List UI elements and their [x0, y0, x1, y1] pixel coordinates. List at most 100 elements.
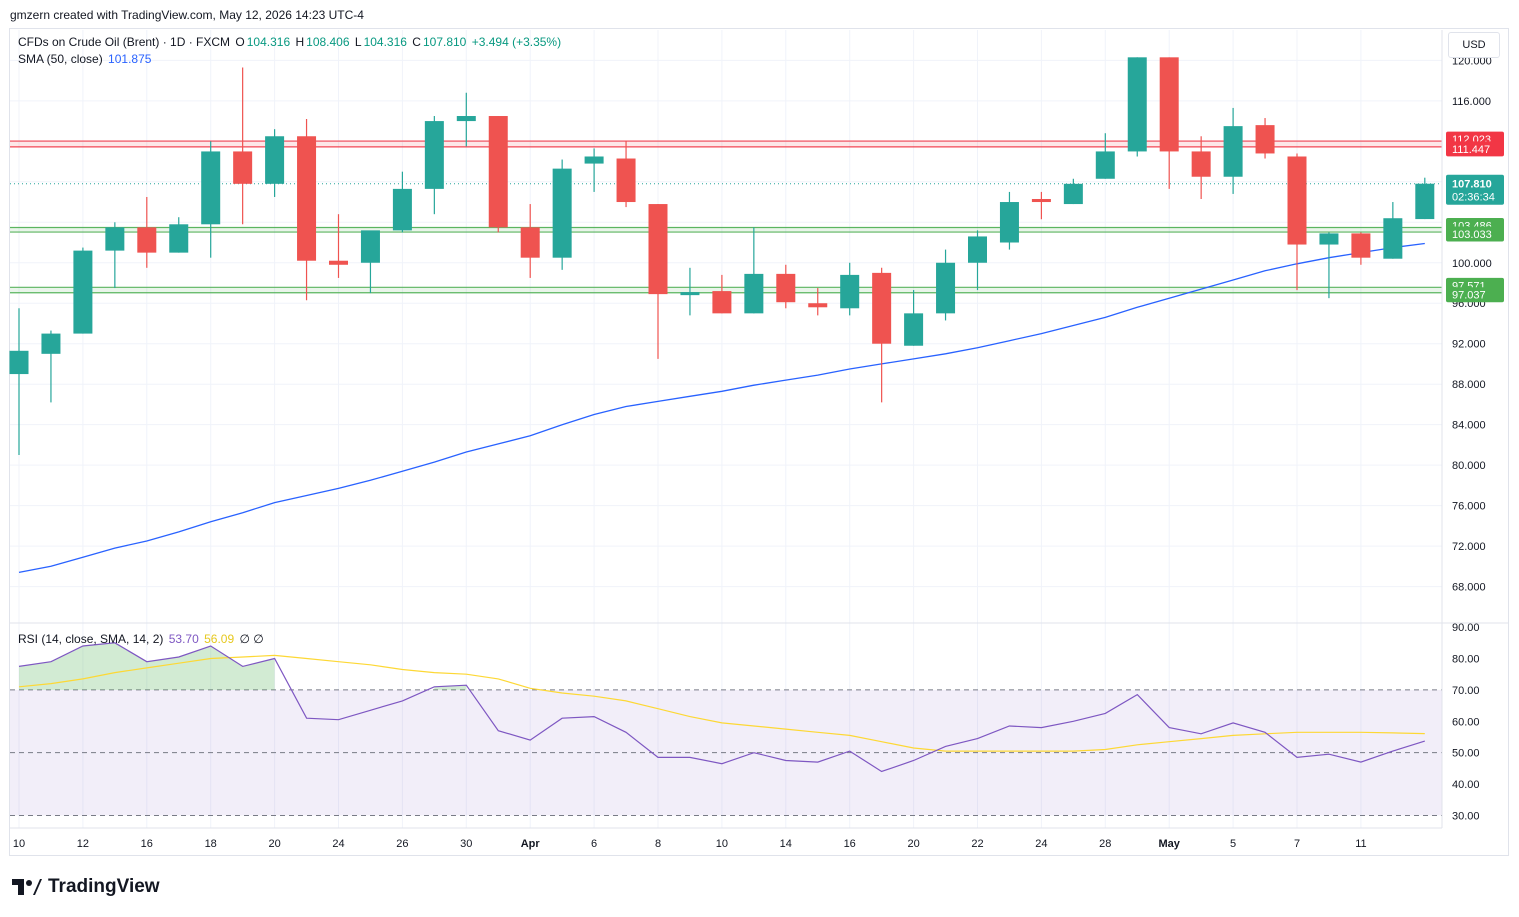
candle-up [1223, 107, 1243, 194]
time-tick-label: 16 [141, 838, 153, 850]
candle-up [392, 171, 412, 233]
candle-up [999, 191, 1019, 250]
candle-body [648, 204, 668, 295]
candle-down [329, 214, 348, 278]
high-value: 108.406 [306, 35, 350, 49]
time-tick-label: May [1158, 838, 1180, 850]
sma-line [18, 242, 1425, 574]
candle-down [1255, 118, 1275, 159]
last-price-tag: 107.810 [1452, 179, 1492, 191]
candle-body [9, 350, 29, 375]
candle-body [329, 260, 348, 265]
time-tick-label: 10 [716, 838, 728, 850]
candle-body [41, 333, 61, 354]
candle-down [1351, 232, 1371, 265]
rsi-tick-label: 40.00 [1452, 779, 1480, 791]
candle-body [1287, 156, 1307, 245]
sma-value: 101.875 [108, 52, 152, 66]
candle-body [616, 158, 636, 203]
candle-body [808, 303, 828, 308]
level-zone [10, 141, 1442, 147]
level-zone [10, 287, 1442, 293]
price-tick-label: 84.000 [1452, 420, 1486, 432]
candle-body [169, 224, 189, 253]
price-tick-label: 116.000 [1452, 96, 1491, 108]
candle-body [73, 250, 93, 334]
candle-down [648, 204, 668, 359]
price-tick-label: 100.000 [1452, 258, 1492, 270]
candle-body [1415, 183, 1435, 220]
level-zone [10, 227, 1442, 233]
candle-body [488, 116, 508, 228]
sma50-line [18, 242, 1425, 574]
candle-up [968, 230, 987, 291]
candle-down [488, 116, 508, 233]
candle-up [1127, 57, 1147, 157]
price-tags: 112.023111.447103.486103.03397.57197.037… [1446, 131, 1504, 303]
candle-body [265, 136, 285, 184]
candle-down [616, 141, 636, 208]
time-tick-label: 14 [780, 838, 792, 850]
candle-body [1031, 198, 1051, 203]
candle-down [712, 274, 732, 314]
candle-up [105, 222, 125, 289]
candle-up [73, 247, 93, 334]
rsi-tick-label: 60.00 [1452, 716, 1480, 728]
candle-down [520, 204, 540, 278]
chart-credit: gmzern created with TradingView.com, May… [10, 8, 364, 22]
time-tick-label: Apr [521, 838, 541, 850]
time-tick-label: 28 [1099, 838, 1111, 850]
rsi-label: RSI (14, close, SMA, 14, 2) [18, 632, 164, 646]
candle-up [41, 330, 61, 403]
candle-up [9, 308, 29, 456]
rsi-sma-value: 56.09 [204, 632, 235, 646]
rsi-legend: RSI (14, close, SMA, 14, 2) 53.70 56.09 … [18, 632, 266, 646]
brand-name: TradingView [48, 876, 160, 897]
sma-legend: SMA (50, close) 101.875 [18, 52, 153, 66]
candle-body [137, 227, 157, 253]
candle-body [1191, 151, 1211, 177]
candle-body [392, 188, 412, 231]
candle-body [520, 227, 540, 258]
candle-body [1159, 57, 1179, 152]
candle-up [456, 92, 476, 147]
time-tick-label: 30 [460, 838, 472, 850]
rsi-tick-label: 30.00 [1452, 810, 1480, 822]
candle-down [776, 264, 796, 309]
candle-body [1223, 126, 1243, 177]
rsi-sma-line [18, 654, 1425, 752]
candles [9, 57, 1435, 456]
candle-up [584, 148, 604, 192]
candle-body [360, 230, 380, 263]
price-tick-label: 72.000 [1452, 541, 1486, 553]
candle-up [360, 230, 380, 294]
resistance-price-tag-bg [1446, 141, 1504, 157]
change-value: +3.494 (+3.35%) [471, 35, 562, 49]
candle-body [456, 116, 476, 122]
rsi-tick-label: 90.00 [1452, 622, 1480, 634]
resistance-price-tag: 111.447 [1452, 144, 1490, 156]
candle-body [968, 236, 987, 263]
candle-body [1383, 218, 1403, 259]
price-tick-label: 120.000 [1452, 55, 1492, 67]
candle-body [297, 136, 317, 261]
candle-up [169, 217, 189, 253]
candle-body [744, 273, 764, 314]
time-tick-label: 11 [1355, 838, 1366, 850]
candle-up [201, 141, 221, 258]
candle-body [201, 151, 221, 225]
support-price-tag: 97.037 [1452, 290, 1486, 302]
candle-down [233, 67, 253, 225]
candle-body [776, 273, 796, 303]
support-price-tag-bg [1446, 226, 1504, 242]
chart-frame [9, 28, 1509, 856]
price-tick-label: 76.000 [1452, 501, 1486, 513]
currency-button[interactable]: USD [1448, 32, 1500, 58]
candle-body [712, 291, 732, 314]
rsi-pane [18, 642, 1425, 773]
candle-down [1159, 57, 1179, 189]
time-tick-label: 8 [655, 838, 661, 850]
price-tick-label: 68.000 [1452, 582, 1486, 594]
